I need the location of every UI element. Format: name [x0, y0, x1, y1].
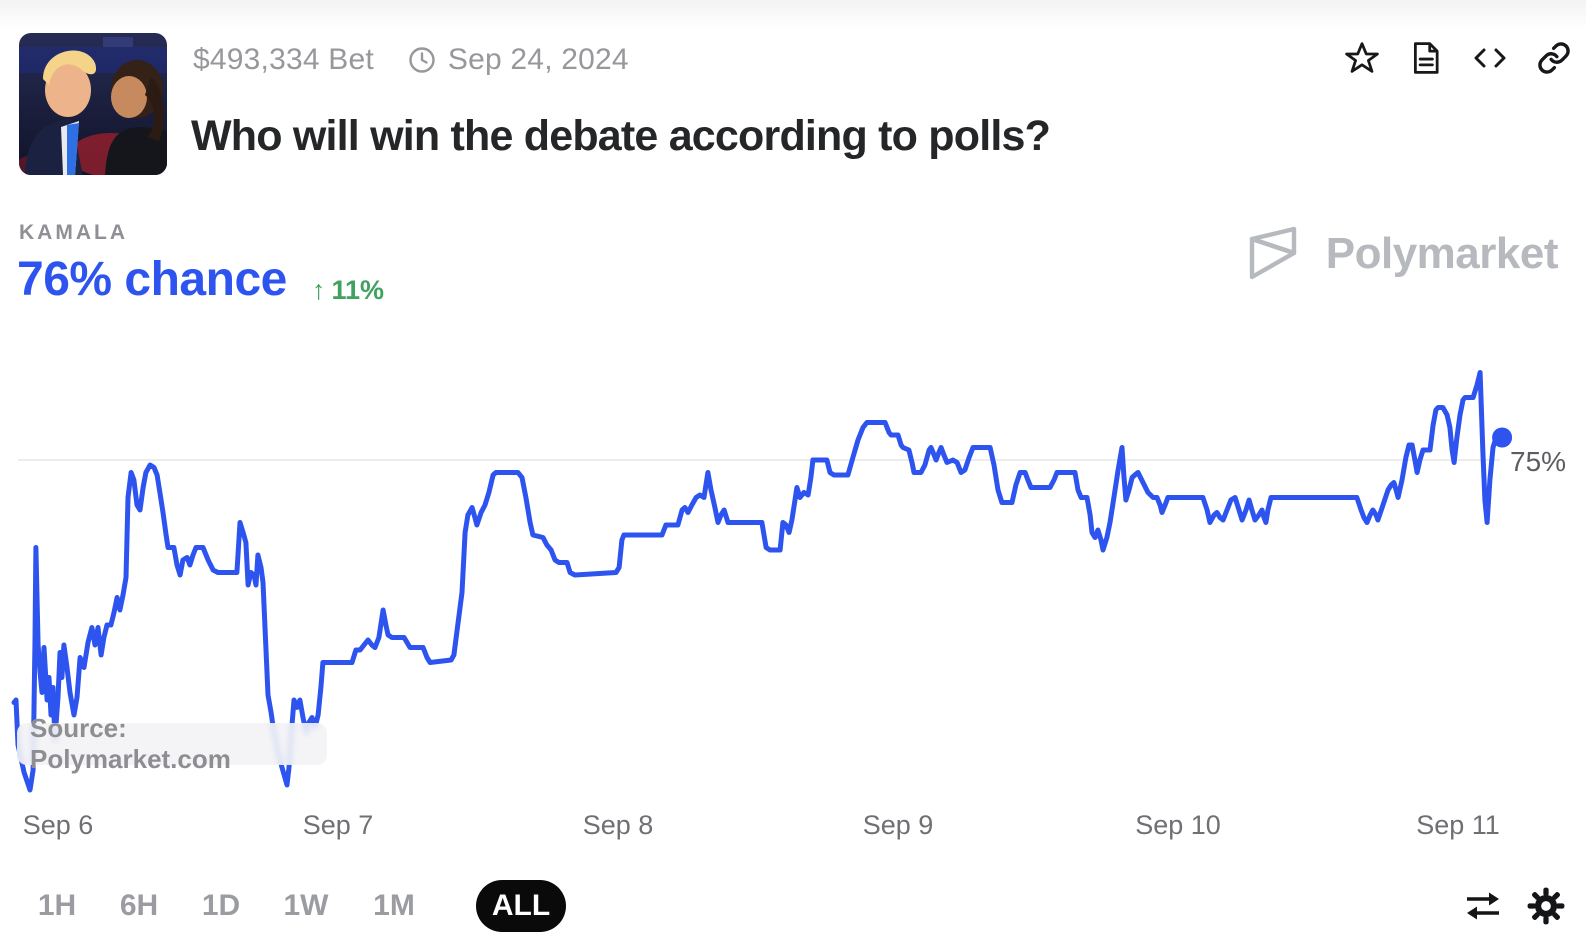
x-tick-sep7: Sep 7 — [302, 810, 374, 840]
timeframe-6h[interactable]: 6H — [119, 889, 159, 922]
bet-amount: $493,334 Bet — [193, 43, 374, 76]
x-tick-sep11: Sep 11 — [1416, 810, 1500, 840]
market-date: Sep 24, 2024 — [447, 43, 629, 76]
x-tick-sep8: Sep 8 — [582, 810, 654, 840]
source-watermark-text: Source: Polymarket.com — [30, 713, 231, 774]
price-line — [11, 370, 1499, 793]
x-tick-sep6: Sep 6 — [22, 810, 94, 840]
change-value: 11% — [331, 275, 385, 305]
outcome-chance: 76% chance — [17, 253, 287, 306]
outcome-name: KAMALA — [19, 221, 128, 244]
market-thumbnail-image — [19, 33, 167, 175]
timeframe-1m[interactable]: 1M — [373, 889, 415, 922]
up-arrow-icon: ↑ — [312, 275, 326, 305]
document-icon[interactable] — [1408, 40, 1444, 76]
bet-row: $493,334 Bet Sep 24, 2024 — [193, 43, 629, 76]
polymarket-logo-icon — [1249, 226, 1296, 280]
timeframe-1w[interactable]: 1W — [283, 889, 329, 922]
settings-gear-icon[interactable] — [1526, 886, 1566, 926]
x-tick-sep10: Sep 10 — [1135, 810, 1221, 840]
timeframe-1d[interactable]: 1D — [201, 889, 241, 922]
embed-code-icon[interactable] — [1472, 40, 1508, 76]
polymarket-brand-text: Polymarket — [1325, 229, 1559, 278]
link-icon[interactable] — [1536, 40, 1572, 76]
current-price-dot — [1492, 427, 1513, 448]
source-watermark: Source: Polymarket.com — [17, 713, 327, 774]
timeframe-1h[interactable]: 1H — [37, 889, 77, 922]
star-icon[interactable] — [1344, 40, 1380, 76]
outcome-change: ↑ 11% — [312, 275, 384, 306]
x-tick-sep9: Sep 9 — [862, 810, 934, 840]
y-axis-label-75: 75% — [1510, 446, 1567, 477]
top-band — [0, 0, 1586, 30]
polymarket-brand: Polymarket — [1244, 224, 1559, 284]
clock-icon — [408, 46, 436, 74]
header-action-icons — [1344, 40, 1572, 76]
market-title: Who will win the debate according to pol… — [191, 112, 1051, 160]
timeframe-all-selected[interactable]: ALL — [476, 880, 566, 932]
chart-footer-icons — [1464, 886, 1566, 926]
timeframe-selector: 1H 6H 1D 1W 1M ALL — [36, 880, 566, 932]
swap-outcome-icon[interactable] — [1464, 890, 1502, 922]
